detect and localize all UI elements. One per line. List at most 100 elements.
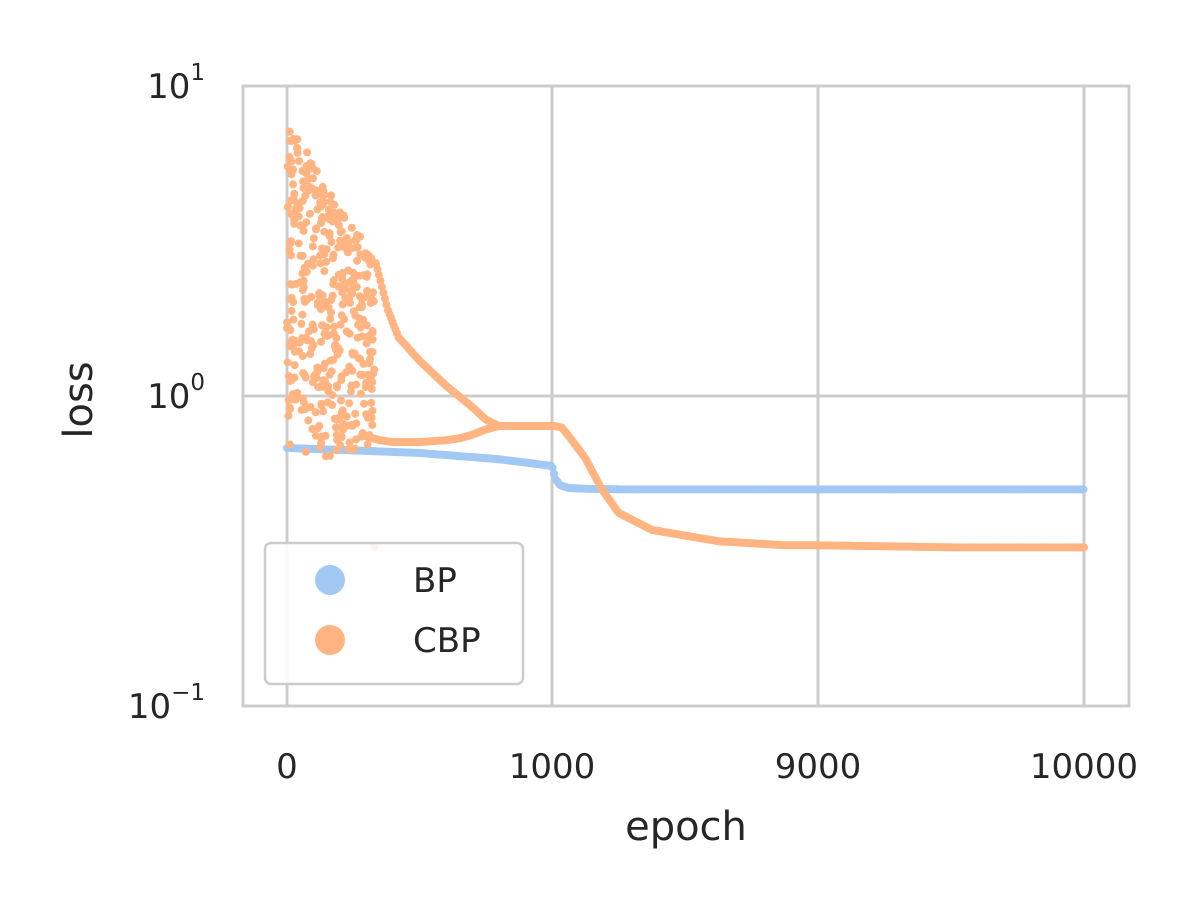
series-bp <box>283 443 1088 494</box>
data-point <box>351 409 360 418</box>
data-point <box>309 255 318 264</box>
data-point <box>295 338 304 347</box>
legend-box <box>263 541 525 686</box>
data-point <box>308 424 317 433</box>
data-point <box>297 319 306 328</box>
data-point <box>290 189 299 198</box>
legend: BP CBP <box>263 541 525 686</box>
data-point <box>298 285 307 294</box>
data-point <box>353 333 362 342</box>
data-point <box>494 422 503 431</box>
data-point <box>308 242 317 251</box>
data-point <box>296 251 305 260</box>
data-point <box>345 362 354 371</box>
data-point <box>317 399 326 408</box>
y-tick-label: 101 <box>147 60 205 107</box>
data-point <box>337 227 346 236</box>
data-point <box>367 378 376 387</box>
plot-frame <box>241 84 1131 708</box>
data-point <box>325 229 334 238</box>
data-point <box>309 164 318 173</box>
data-point <box>345 298 354 307</box>
data-point <box>311 408 320 417</box>
data-point <box>339 211 348 220</box>
data-point <box>283 318 292 327</box>
data-point <box>361 292 370 301</box>
data-point <box>324 205 333 214</box>
data-point <box>290 208 299 217</box>
data-point <box>329 280 338 289</box>
data-point <box>316 443 325 452</box>
y-tick-labels: 10−1 100 101 <box>128 60 205 727</box>
data-point <box>361 383 370 392</box>
data-point <box>323 398 332 407</box>
data-point <box>351 282 360 291</box>
data-point <box>319 376 328 385</box>
data-point <box>338 406 347 415</box>
data-point <box>359 359 368 368</box>
data-point <box>352 256 361 265</box>
data-point <box>321 331 330 340</box>
data-point <box>347 223 356 232</box>
data-point <box>345 438 354 447</box>
x-tick-label: 0 <box>276 747 298 787</box>
data-point <box>356 232 365 241</box>
data-point <box>320 191 329 200</box>
data-point <box>290 219 299 228</box>
data-point <box>311 431 320 440</box>
data-point <box>284 372 293 381</box>
data-point <box>349 275 358 284</box>
data-point <box>285 440 294 449</box>
data-point <box>299 226 308 235</box>
data-point <box>348 421 357 430</box>
data-point <box>367 384 376 393</box>
data-point <box>341 237 350 246</box>
data-point <box>285 245 294 254</box>
data-point <box>363 413 372 422</box>
data-point <box>346 387 355 396</box>
data-point <box>342 412 351 421</box>
legend-label-bp: BP <box>413 561 457 601</box>
data-point <box>285 403 294 412</box>
data-point <box>360 399 369 408</box>
data-point <box>352 435 361 444</box>
data-point <box>302 168 311 177</box>
data-point <box>364 370 373 379</box>
data-point <box>340 285 349 294</box>
data-point <box>293 388 302 397</box>
data-point <box>299 276 308 285</box>
data-point <box>287 170 296 179</box>
data-point <box>330 322 339 331</box>
data-point <box>337 433 346 442</box>
data-point <box>1079 485 1088 494</box>
data-point <box>319 297 328 306</box>
data-point <box>328 213 337 222</box>
data-point <box>325 451 334 460</box>
data-point <box>286 239 295 248</box>
data-point <box>352 380 361 389</box>
data-point <box>294 239 303 248</box>
data-point <box>313 301 322 310</box>
y-tick-label: 10−1 <box>128 680 205 727</box>
data-point <box>285 127 294 136</box>
data-point <box>300 263 309 272</box>
data-point <box>302 161 311 170</box>
data-point <box>301 191 310 200</box>
data-point <box>338 271 347 280</box>
data-point <box>290 361 299 370</box>
data-point <box>301 447 310 456</box>
data-point <box>369 288 378 297</box>
data-point <box>303 148 312 157</box>
data-point <box>283 358 292 367</box>
data-point <box>336 441 345 450</box>
data-point <box>334 243 343 252</box>
data-point <box>348 289 357 298</box>
data-point <box>321 431 330 440</box>
data-point <box>328 254 337 263</box>
data-point <box>369 297 378 306</box>
data-point <box>311 370 320 379</box>
data-point <box>326 314 335 323</box>
data-point <box>368 348 377 357</box>
data-point <box>312 225 321 234</box>
data-point <box>300 405 309 414</box>
